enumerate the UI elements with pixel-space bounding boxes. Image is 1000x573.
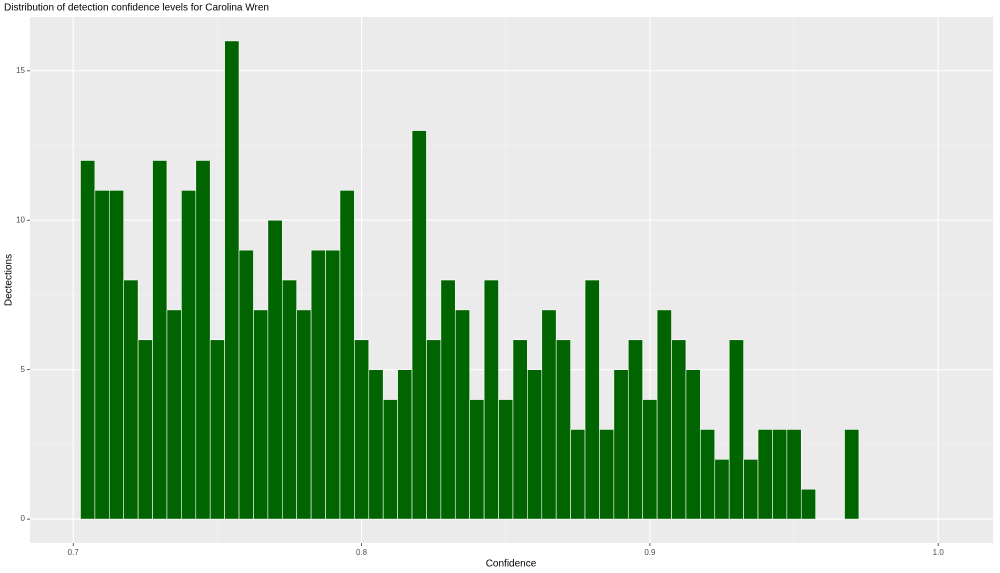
bar	[772, 429, 788, 520]
y-axis-label: Dectections	[4, 254, 15, 306]
x-axis-label: Confidence	[486, 559, 537, 570]
bar	[685, 369, 701, 520]
bar	[440, 279, 456, 520]
bar	[541, 309, 557, 520]
bar	[700, 429, 716, 520]
bar	[714, 459, 730, 520]
bar	[209, 339, 225, 520]
bar	[613, 369, 629, 520]
bar	[123, 279, 139, 520]
bar	[166, 309, 182, 520]
y-tick-label: 10	[16, 215, 25, 224]
y-tick-label: 0	[21, 514, 26, 523]
bar	[195, 160, 211, 520]
bar	[108, 190, 125, 520]
bar	[728, 339, 744, 520]
bar	[281, 279, 297, 520]
bar	[786, 429, 802, 520]
bar	[469, 399, 485, 520]
bar	[757, 429, 773, 520]
bar	[656, 309, 672, 520]
bar	[454, 309, 470, 520]
bar	[642, 399, 658, 520]
bar	[627, 339, 643, 520]
bar	[743, 459, 759, 520]
x-tick-label: 0.8	[356, 548, 368, 557]
bar	[527, 369, 543, 520]
bar	[584, 279, 600, 520]
bar	[382, 399, 398, 520]
bar	[238, 249, 254, 520]
bar	[310, 249, 326, 520]
bar	[137, 339, 153, 520]
bar	[152, 160, 168, 520]
bar	[411, 130, 427, 520]
bar	[426, 339, 442, 520]
bar	[671, 339, 687, 520]
bar	[253, 309, 269, 520]
bar	[339, 190, 355, 520]
bar	[844, 429, 860, 520]
bar	[599, 429, 615, 520]
bar	[354, 339, 370, 520]
bar	[800, 488, 816, 520]
bar	[296, 309, 312, 520]
bar	[94, 190, 110, 520]
bar	[325, 249, 341, 520]
y-tick-label: 5	[21, 365, 26, 374]
bar	[224, 40, 240, 520]
x-tick-label: 0.7	[68, 548, 80, 557]
x-tick-label: 1.0	[933, 548, 945, 557]
bar	[80, 160, 96, 520]
y-tick-label: 15	[16, 66, 25, 75]
bar	[267, 219, 283, 520]
bar	[181, 190, 197, 520]
x-tick-label: 0.9	[644, 548, 656, 557]
bar	[570, 429, 586, 520]
bar	[555, 339, 571, 520]
bar	[498, 399, 514, 520]
bar	[512, 339, 528, 520]
chart-title: Distribution of detection confidence lev…	[4, 3, 269, 14]
bar	[397, 369, 413, 520]
bar	[368, 369, 384, 520]
bar	[483, 279, 499, 520]
